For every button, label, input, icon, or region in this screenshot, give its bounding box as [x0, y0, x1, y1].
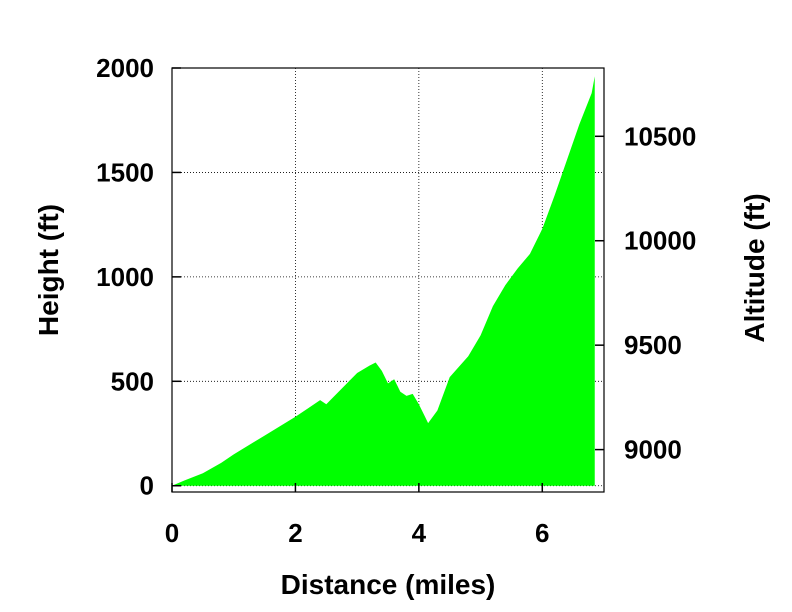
y2-tick-label: 10000: [624, 226, 696, 256]
x-tick-label: 4: [412, 518, 427, 548]
y2-tick-label: 9000: [624, 435, 682, 465]
x-tick-label: 6: [535, 518, 549, 548]
plot-frame: [171, 67, 605, 493]
area-layer: [172, 76, 595, 486]
x-tick-label: 2: [288, 518, 302, 548]
x-axis-title: Distance (miles): [281, 569, 496, 600]
elevation-area: [172, 76, 595, 486]
y-axis-title: Height (ft): [33, 204, 64, 336]
axis-ticks: [171, 67, 604, 492]
y-tick-label: 0: [140, 471, 154, 501]
y-tick-label: 2000: [96, 53, 154, 83]
y-tick-label: 1500: [96, 157, 154, 187]
y-tick-label: 500: [111, 366, 154, 396]
x-tick-label: 0: [165, 518, 179, 548]
y2-tick-label: 9500: [624, 330, 682, 360]
tick-labels: 0 2 4 6 0 500 1000 1500 2000 9000 9500 10000 10500: [96, 53, 696, 548]
y2-axis-title: Altitude (ft): [739, 193, 770, 342]
y2-tick-label: 10500: [624, 121, 696, 151]
y-tick-label: 1000: [96, 262, 154, 292]
